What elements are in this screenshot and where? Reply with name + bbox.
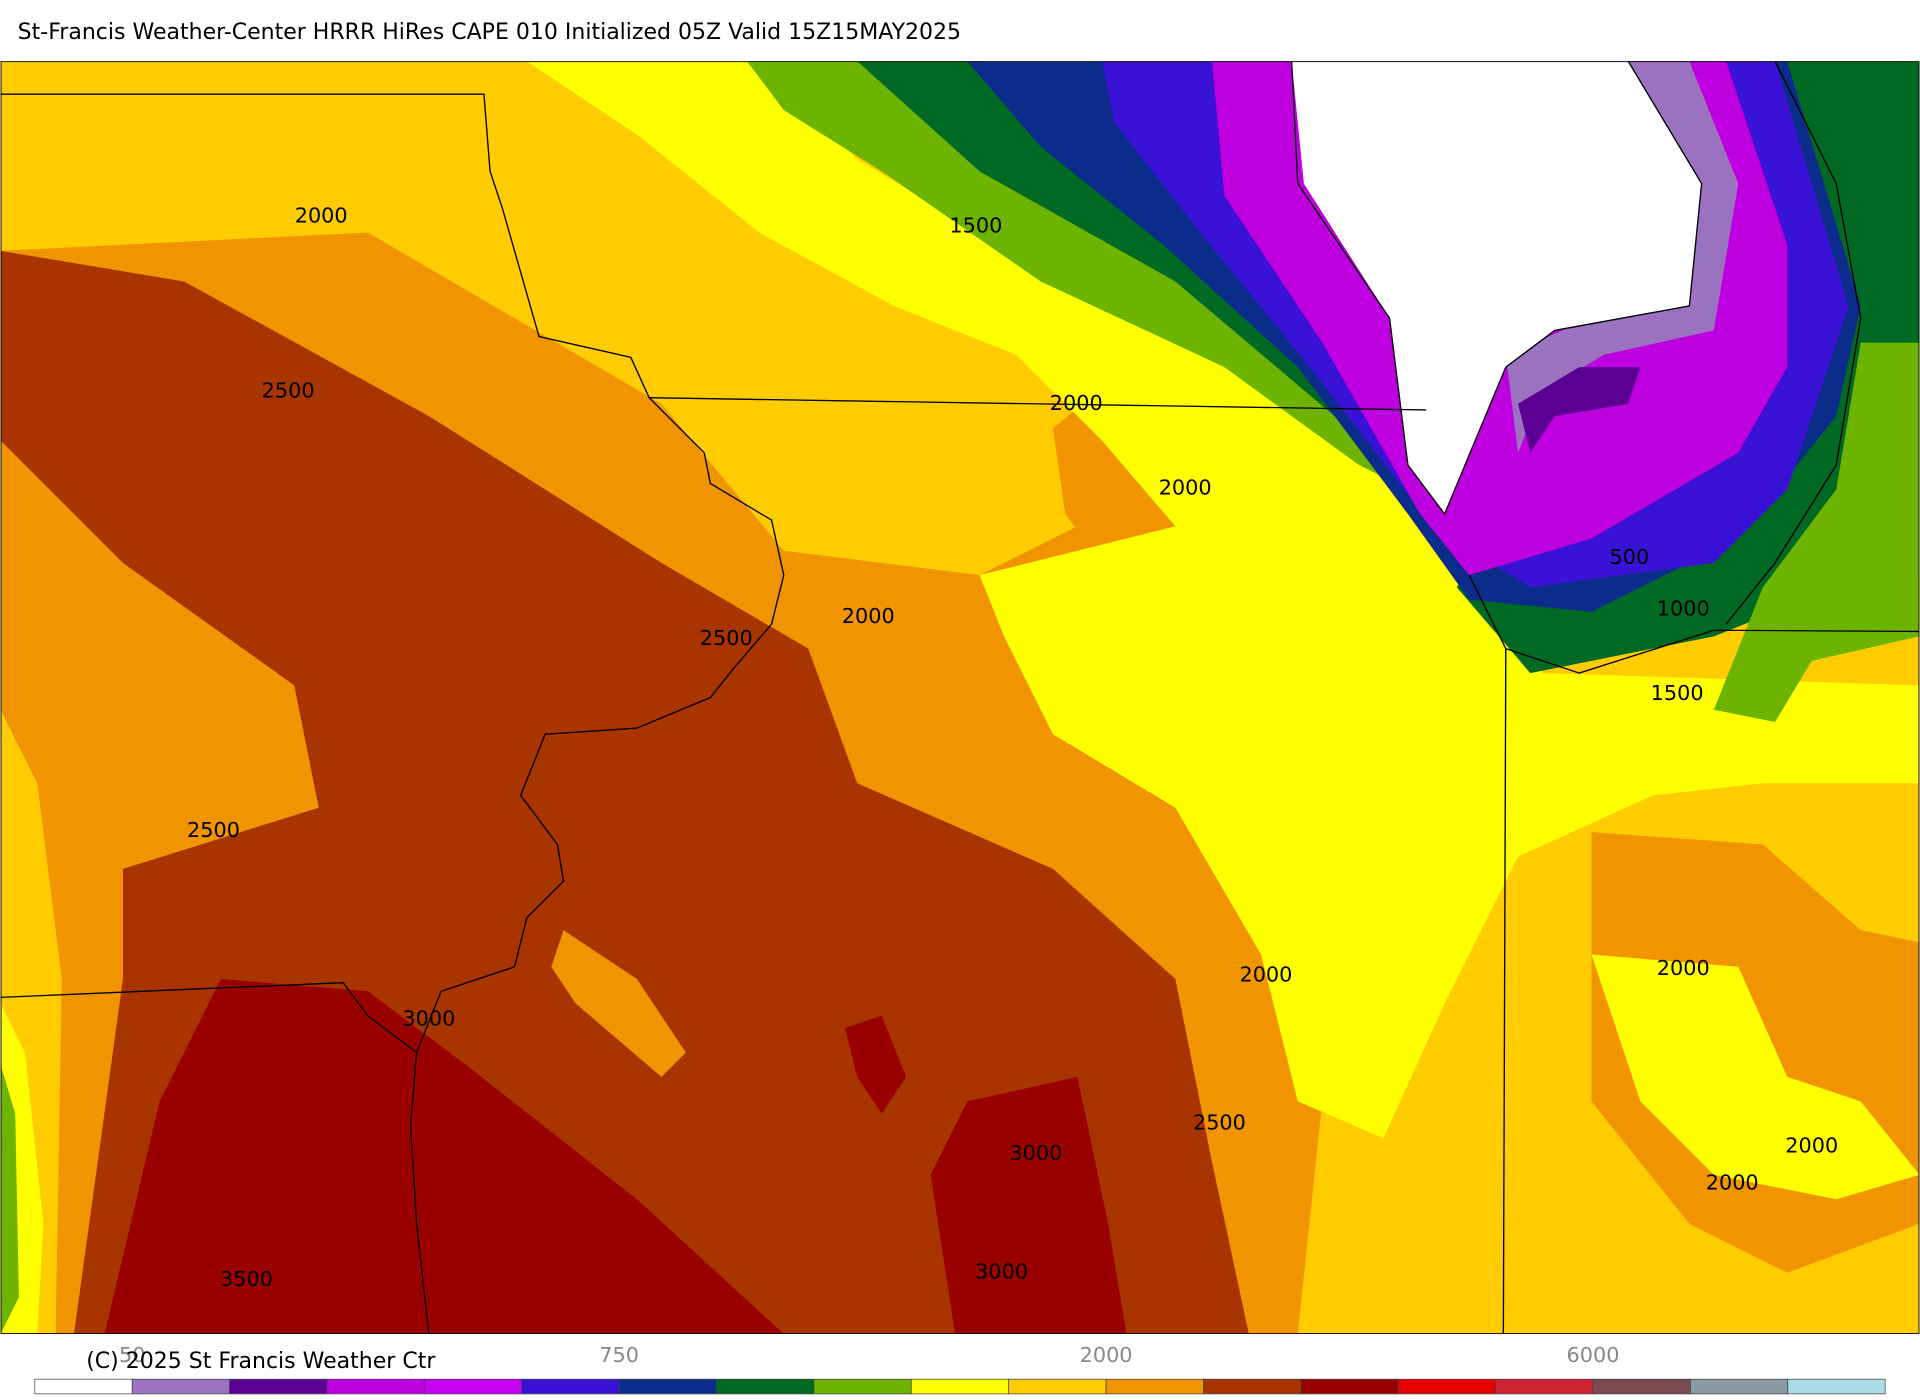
contour-label: 3000 (1009, 1141, 1062, 1165)
map (0, 61, 1920, 1334)
cape-region (844, 1015, 907, 1114)
contour-label: 2000 (1159, 475, 1212, 499)
lake (1291, 61, 1702, 514)
colorbar-swatch (813, 1378, 912, 1395)
contour-label: 1500 (949, 213, 1002, 237)
state-border (649, 397, 1427, 411)
contour-label: 2000 (295, 204, 348, 228)
colorbar-label: 2000 (1080, 1343, 1133, 1367)
contour-labels: 2000 1500 2500 2000 2000 500 1000 2500 2… (187, 204, 1838, 1291)
cape-region (1591, 954, 1920, 1200)
colorbar-swatch (1397, 1378, 1496, 1395)
colorbar-swatch (326, 1378, 425, 1395)
map-title: St-Francis Weather-Center HRRR HiRes CAP… (18, 20, 961, 45)
colorbar-swatch (910, 1378, 1010, 1395)
colorbar-swatch (1105, 1378, 1204, 1395)
contour-label: 2000 (1785, 1134, 1838, 1158)
colorbar-swatch (1495, 1378, 1594, 1395)
contour-label: 3000 (402, 1006, 455, 1030)
cape-region (1505, 61, 1739, 453)
colorbar-swatch (34, 1378, 133, 1395)
contour-label: 3000 (975, 1260, 1028, 1284)
contour-label: 2000 (1050, 391, 1103, 415)
colorbar-swatch (424, 1378, 523, 1395)
colorbar-swatch (1008, 1378, 1107, 1395)
cape-region (551, 930, 686, 1077)
lake-shore (1290, 61, 1703, 516)
contour-label: 3500 (220, 1267, 273, 1291)
cape-region (747, 61, 1408, 490)
contour-label: 2500 (187, 818, 240, 842)
contour-label: 2000 (842, 604, 895, 628)
colorbar-label: 750 (599, 1343, 639, 1367)
colorbar-swatch (1300, 1378, 1399, 1395)
contour-label: 2000 (1239, 962, 1292, 986)
cape-region (857, 61, 1421, 502)
state-border (0, 982, 418, 1053)
contour-label: 2500 (262, 379, 315, 403)
contour-label: 2500 (700, 626, 753, 650)
colorbar-swatch (1592, 1378, 1691, 1395)
contour-label: 1500 (1651, 681, 1704, 705)
cape-region (104, 979, 784, 1334)
contour-label: 2500 (1193, 1110, 1246, 1134)
colorbar-swatch (229, 1378, 328, 1395)
cape-region (1518, 367, 1641, 453)
contour-label: 500 (1610, 545, 1650, 569)
colorbar-label: 6000 (1567, 1343, 1620, 1367)
colorbar-swatch (131, 1378, 230, 1395)
cape-region (526, 61, 1920, 1139)
colorbar-label: 50 (119, 1343, 145, 1367)
contour-label: 1000 (1657, 596, 1710, 620)
colorbar-swatch (1203, 1378, 1302, 1395)
contour-label: 2000 (1706, 1170, 1759, 1194)
colorbar-swatch (521, 1378, 620, 1395)
state-border (1725, 61, 1862, 625)
colorbar-swatch (1690, 1378, 1789, 1395)
state-border (0, 93, 785, 1334)
colorbar-swatch (618, 1378, 717, 1395)
contour-label: 2000 (1657, 956, 1710, 980)
state-border (1505, 629, 1920, 674)
cape-region (930, 1076, 1127, 1334)
copyright: (C) 2025 St Francis Weather Ctr (86, 1349, 436, 1374)
colorbar-swatch (1787, 1378, 1886, 1395)
cape-region (1713, 342, 1920, 723)
colorbar-swatch (716, 1378, 815, 1395)
colorbar: 50 750 2000 6000 (34, 1343, 1886, 1395)
cape-region (0, 1064, 19, 1334)
